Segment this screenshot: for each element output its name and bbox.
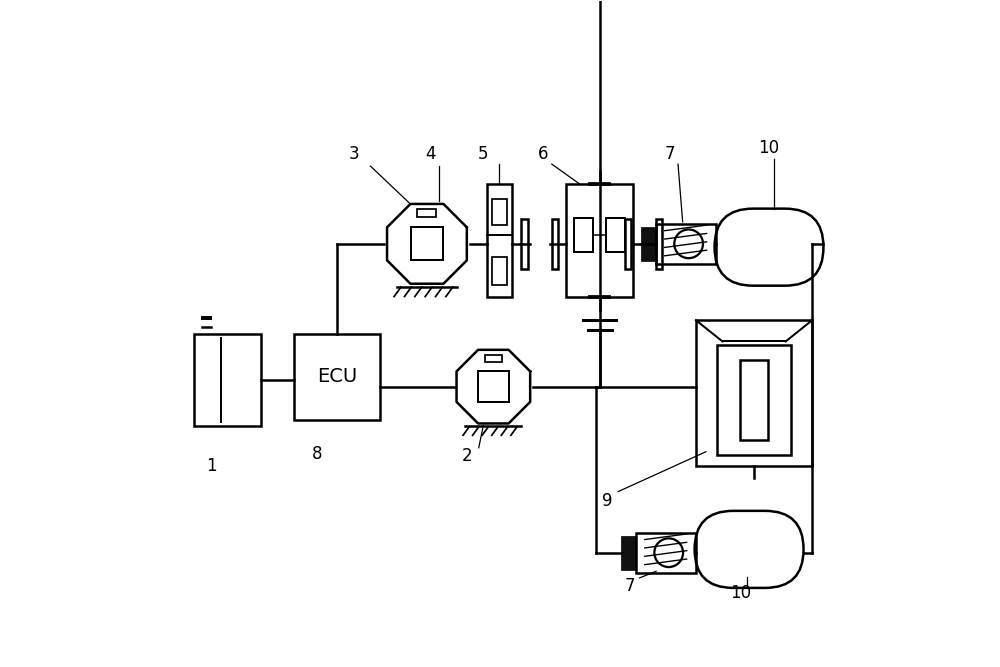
Bar <box>478 372 509 402</box>
Bar <box>487 184 512 297</box>
Text: 2: 2 <box>461 448 472 466</box>
Text: 7: 7 <box>664 145 675 163</box>
Bar <box>294 334 380 420</box>
Bar <box>492 257 507 285</box>
Text: 3: 3 <box>349 145 359 163</box>
Bar <box>606 218 625 252</box>
Text: 7: 7 <box>624 577 635 595</box>
Bar <box>717 345 791 455</box>
Text: 5: 5 <box>478 145 489 163</box>
Bar <box>492 199 507 225</box>
Bar <box>740 360 768 440</box>
Bar <box>625 219 631 269</box>
Text: 10: 10 <box>730 584 751 602</box>
Bar <box>574 218 593 252</box>
Bar <box>552 219 558 269</box>
Text: 6: 6 <box>538 145 548 163</box>
Bar <box>656 219 662 269</box>
Text: 9: 9 <box>602 492 613 510</box>
Bar <box>656 224 716 263</box>
Text: 10: 10 <box>758 139 780 157</box>
Bar <box>696 320 812 466</box>
Bar <box>566 184 633 297</box>
Bar <box>636 533 696 573</box>
Text: 1: 1 <box>206 458 216 476</box>
Text: 8: 8 <box>312 446 323 464</box>
Bar <box>641 227 656 261</box>
Bar <box>194 334 261 426</box>
Bar <box>411 227 443 260</box>
Bar <box>621 536 636 570</box>
Bar <box>521 219 528 269</box>
Bar <box>417 209 436 217</box>
Bar <box>485 355 502 362</box>
Text: 4: 4 <box>425 145 436 163</box>
Text: ECU: ECU <box>317 367 357 386</box>
